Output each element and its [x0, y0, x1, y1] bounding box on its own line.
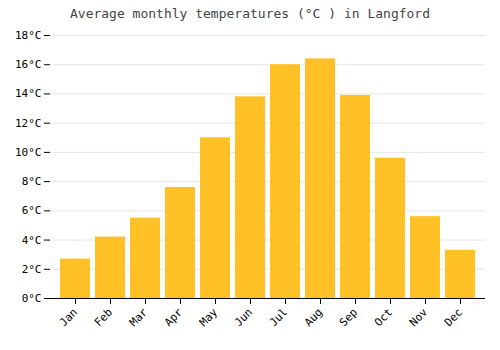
svg-text:16°C: 16°C: [15, 58, 42, 71]
svg-text:2°C: 2°C: [22, 263, 42, 276]
svg-text:Jun: Jun: [232, 306, 255, 329]
svg-text:10°C: 10°C: [15, 146, 42, 159]
svg-text:Nov: Nov: [407, 305, 431, 329]
svg-text:Sep: Sep: [337, 306, 360, 329]
svg-text:Apr: Apr: [162, 305, 186, 329]
svg-text:Jul: Jul: [267, 306, 290, 329]
svg-text:8°C: 8°C: [22, 175, 42, 188]
svg-text:6°C: 6°C: [22, 204, 42, 217]
svg-text:May: May: [197, 305, 221, 329]
svg-text:Jan: Jan: [57, 306, 80, 329]
svg-text:Feb: Feb: [92, 306, 115, 329]
svg-text:Mar: Mar: [127, 305, 151, 329]
svg-text:12°C: 12°C: [15, 117, 42, 130]
svg-text:4°C: 4°C: [22, 234, 42, 247]
svg-text:0°C: 0°C: [22, 292, 42, 305]
svg-text:Oct: Oct: [372, 306, 395, 329]
svg-text:18°C: 18°C: [15, 29, 42, 42]
svg-text:Dec: Dec: [442, 306, 465, 329]
svg-text:Aug: Aug: [302, 306, 325, 329]
html-text:Average monthly temperatures (: Average monthly temperatures (°C ) in La…: [70, 6, 430, 21]
svg-text:14°C: 14°C: [15, 87, 42, 100]
